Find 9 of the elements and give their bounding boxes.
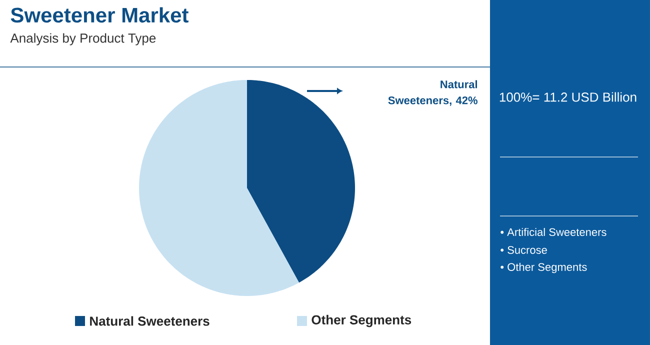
text: • Other Segments bbox=[500, 262, 587, 274]
legend-label: Other Segments bbox=[312, 314, 412, 328]
text: • Artificial Sweeteners bbox=[500, 228, 606, 236]
text: 100%= 11.2 USD Billion bbox=[500, 92, 636, 102]
text: • Sucrose bbox=[500, 246, 547, 254]
text: Natural Sweeteners, 42% bbox=[388, 80, 478, 106]
legend-label: Natural Sweeteners bbox=[90, 316, 210, 326]
chart-title: Sweetener Market bbox=[10, 7, 188, 23]
chart-subtitle: Analysis by Product Type bbox=[10, 33, 156, 46]
